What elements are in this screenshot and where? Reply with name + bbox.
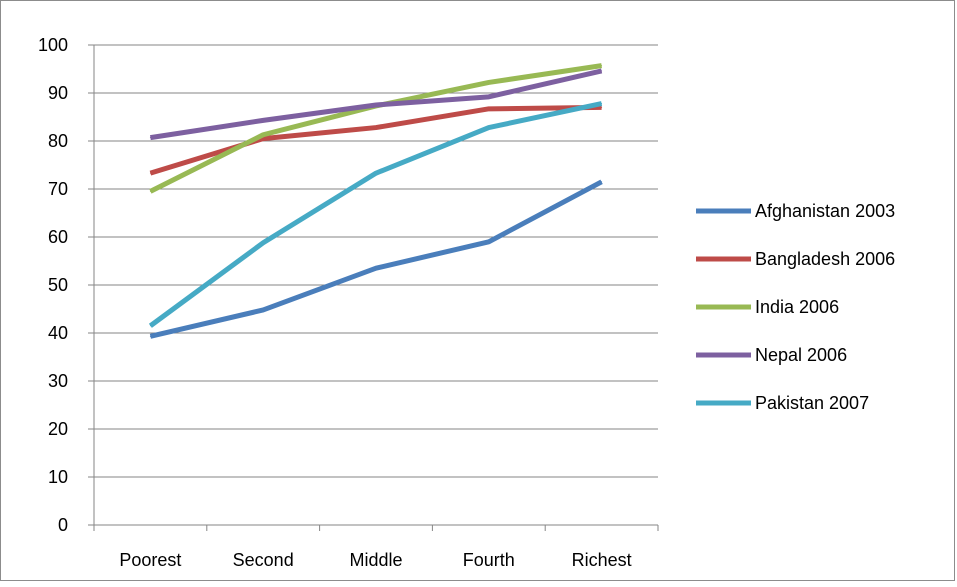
data-point-pakistan-2007 (149, 325, 151, 327)
data-point-pakistan-2007 (601, 103, 603, 105)
y-tick-label: 30 (48, 371, 68, 391)
data-point-nepal-2006 (262, 119, 264, 121)
data-point-nepal-2006 (149, 137, 151, 139)
data-point-nepal-2006 (601, 70, 603, 72)
legend: Afghanistan 2003 Bangladesh 2006 India 200… (696, 201, 895, 413)
data-point-india-2006 (262, 134, 264, 136)
data-point-afghanistan-2003 (601, 181, 603, 183)
data-point-india-2006 (488, 81, 490, 83)
data-point-bangladesh-2006 (601, 106, 603, 108)
data-point-bangladesh-2006 (262, 138, 264, 140)
y-tick-label: 90 (48, 83, 68, 103)
data-point-afghanistan-2003 (488, 241, 490, 243)
data-point-afghanistan-2003 (262, 309, 264, 311)
series-line-afghanistan-2003 (149, 179, 603, 339)
data-point-afghanistan-2003 (375, 267, 377, 269)
y-tick-label: 40 (48, 323, 68, 343)
legend-label-afghanistan-2003: Afghanistan 2003 (755, 201, 895, 221)
data-point-bangladesh-2006 (488, 108, 490, 110)
data-point-pakistan-2007 (375, 172, 377, 174)
data-point-afghanistan-2003 (149, 335, 151, 337)
x-tick-label: Second (233, 550, 294, 570)
y-tick-label: 10 (48, 467, 68, 487)
series-lines (148, 63, 603, 339)
legend-label-nepal-2006: Nepal 2006 (755, 345, 847, 365)
data-point-pakistan-2007 (488, 127, 490, 129)
data-point-india-2006 (601, 65, 603, 67)
legend-label-bangladesh-2006: Bangladesh 2006 (755, 249, 895, 269)
x-tick-label: Poorest (119, 550, 181, 570)
y-tick-label: 80 (48, 131, 68, 151)
y-tick-label: 100 (38, 35, 68, 55)
data-point-nepal-2006 (488, 96, 490, 98)
series-line-pakistan-2007 (148, 101, 603, 328)
y-tick-label: 70 (48, 179, 68, 199)
data-point-bangladesh-2006 (149, 172, 151, 174)
y-tick-label: 0 (58, 515, 68, 535)
y-tick-label: 50 (48, 275, 68, 295)
gridlines (94, 44, 658, 478)
data-point-india-2006 (149, 190, 151, 192)
x-tick-label: Middle (349, 550, 402, 570)
legend-label-india-2006: India 2006 (755, 297, 839, 317)
y-tick-label: 60 (48, 227, 68, 247)
data-point-nepal-2006 (375, 104, 377, 106)
axes: 0 10 20 30 40 50 60 70 80 90 100 Poorest Second Middl… (38, 35, 659, 570)
data-point-pakistan-2007 (262, 242, 264, 244)
data-point-bangladesh-2006 (375, 127, 377, 129)
y-tick-label: 20 (48, 419, 68, 439)
legend-label-pakistan-2007: Pakistan 2007 (755, 393, 869, 413)
x-tick-label: Richest (572, 550, 632, 570)
x-tick-label: Fourth (463, 550, 515, 570)
